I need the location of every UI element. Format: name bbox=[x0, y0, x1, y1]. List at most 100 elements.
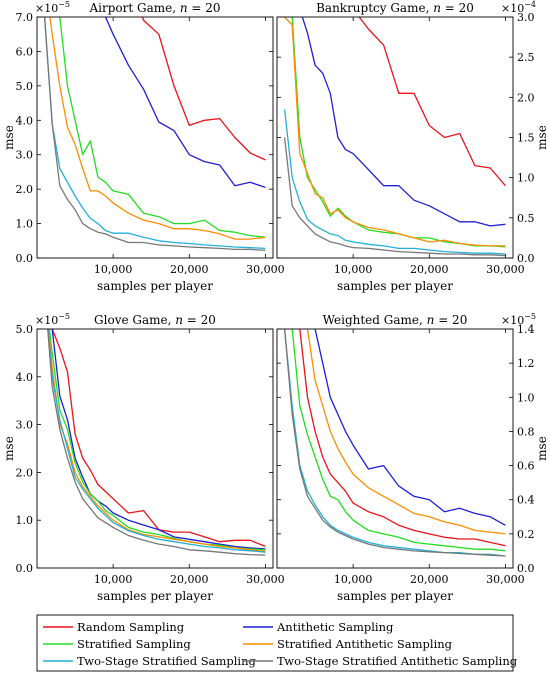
chart-title: Weighted Game, n = 20 bbox=[323, 313, 468, 327]
y-tick-label: 0.5 bbox=[517, 212, 535, 225]
legend-entry: Stratified Antithetic Sampling bbox=[277, 637, 453, 651]
series-line-two-stage-stratified-antithetic-sampling bbox=[283, 137, 506, 257]
legend-box bbox=[36, 614, 514, 672]
plot-frame bbox=[36, 328, 274, 569]
series-line-stratified-antithetic-sampling bbox=[306, 329, 506, 535]
x-tick-label: 10,000 bbox=[94, 263, 133, 276]
legend-entry: Two-Stage Stratified Sampling bbox=[77, 654, 257, 668]
series-line-two-stage-stratified-sampling bbox=[47, 329, 266, 553]
y-axis-label: mse bbox=[535, 125, 549, 150]
plot-frame bbox=[276, 328, 514, 569]
legend: Random Sampling Antithetic Sampling Strati… bbox=[36, 614, 518, 672]
series-line-antithetic-sampling bbox=[301, 17, 506, 227]
x-tick-label: 30,000 bbox=[246, 573, 285, 586]
series-line-stratified-sampling bbox=[291, 17, 506, 248]
series-group bbox=[283, 17, 506, 257]
y-tick-label: 2.0 bbox=[517, 91, 535, 104]
series-line-two-stage-stratified-antithetic-sampling bbox=[43, 17, 266, 252]
y-axis-label: mse bbox=[535, 436, 549, 461]
y-tick-label: 1.0 bbox=[16, 218, 34, 231]
x-tick-label: 30,000 bbox=[486, 573, 525, 586]
scale-factor: ×10−5 bbox=[35, 312, 70, 327]
y-tick-label: 1.0 bbox=[517, 172, 535, 185]
scale-factor: ×10−5 bbox=[501, 312, 536, 327]
y-tick-label: 1.4 bbox=[517, 323, 535, 336]
legend-entry: Two-Stage Stratified Antithetic Sampling bbox=[277, 654, 518, 668]
series-line-stratified-sampling bbox=[291, 329, 506, 552]
x-tick-label: 20,000 bbox=[170, 573, 209, 586]
y-tick-label: 4.0 bbox=[16, 371, 34, 384]
chart-panel-3: 10,000 20,000 30,000 0.0 1.0 2.0 3.0 4.0 5.0 Glov… bbox=[2, 312, 285, 603]
series-line-two-stage-stratified-antithetic-sampling bbox=[283, 329, 506, 557]
y-tick-label: 3.0 bbox=[517, 11, 535, 24]
series-line-stratified-antithetic-sampling bbox=[49, 17, 266, 240]
legend-entry: Random Sampling bbox=[77, 620, 185, 634]
chart-panel-1: 10,000 20,000 30,000 0.0 1.0 2.0 3.0 4.0 5.0 6.0 7… bbox=[2, 0, 285, 293]
y-tick-label: 5.0 bbox=[16, 80, 34, 93]
series-line-stratified-sampling bbox=[48, 329, 266, 551]
y-tick-label: 1.0 bbox=[16, 514, 34, 527]
legend-entry: Antithetic Sampling bbox=[276, 620, 394, 634]
y-tick-label: 0.4 bbox=[517, 494, 535, 507]
series-line-random-sampling bbox=[51, 329, 266, 548]
series-group bbox=[47, 329, 266, 556]
series-line-antithetic-sampling bbox=[314, 329, 506, 526]
chart-title: Airport Game, n = 20 bbox=[88, 1, 220, 15]
x-tick-label: 10,000 bbox=[334, 263, 373, 276]
series-line-two-stage-stratified-sampling bbox=[43, 17, 266, 250]
y-tick-label: 0.0 bbox=[16, 562, 34, 575]
chart-title: Glove Game, n = 20 bbox=[94, 313, 216, 327]
x-axis-label: samples per player bbox=[97, 589, 213, 603]
x-tick-label: 30,000 bbox=[486, 263, 525, 276]
y-tick-label: 1.5 bbox=[517, 132, 535, 145]
y-tick-label: 2.0 bbox=[16, 466, 34, 479]
x-tick-label: 20,000 bbox=[170, 263, 209, 276]
y-tick-label: 0.0 bbox=[517, 252, 535, 265]
series-group bbox=[283, 329, 506, 557]
x-axis-label: samples per player bbox=[97, 279, 213, 293]
scale-factor: ×10−5 bbox=[35, 0, 70, 15]
series-group bbox=[43, 17, 266, 252]
series-line-random-sampling bbox=[299, 329, 506, 547]
y-tick-label: 7.0 bbox=[16, 11, 34, 24]
y-tick-label: 2.5 bbox=[517, 51, 535, 64]
x-tick-label: 30,000 bbox=[246, 263, 285, 276]
scale-factor: ×10−4 bbox=[501, 0, 536, 15]
series-line-stratified-antithetic-sampling bbox=[284, 17, 506, 247]
y-tick-label: 2.0 bbox=[16, 183, 34, 196]
x-axis-label: samples per player bbox=[337, 589, 453, 603]
y-tick-label: 0.0 bbox=[16, 252, 34, 265]
x-tick-label: 20,000 bbox=[410, 263, 449, 276]
legend-entry: Stratified Sampling bbox=[77, 637, 191, 651]
y-axis-label: mse bbox=[2, 436, 16, 461]
series-line-two-stage-stratified-antithetic-sampling bbox=[47, 329, 266, 556]
plot-frame bbox=[36, 16, 274, 259]
y-tick-label: 5.0 bbox=[16, 323, 34, 336]
x-tick-label: 20,000 bbox=[410, 573, 449, 586]
x-tick-label: 10,000 bbox=[334, 573, 373, 586]
y-tick-label: 4.0 bbox=[16, 114, 34, 127]
y-tick-label: 3.0 bbox=[16, 149, 34, 162]
y-tick-label: 0.0 bbox=[517, 562, 535, 575]
y-tick-label: 0.2 bbox=[517, 528, 535, 541]
y-tick-label: 6.0 bbox=[16, 45, 34, 58]
y-axis-label: mse bbox=[2, 125, 16, 150]
series-line-antithetic-sampling bbox=[51, 329, 266, 550]
y-tick-label: 0.8 bbox=[517, 425, 535, 438]
y-tick-label: 3.0 bbox=[16, 419, 34, 432]
series-line-stratified-sampling bbox=[59, 17, 266, 238]
y-tick-label: 1.2 bbox=[517, 357, 535, 370]
series-line-antithetic-sampling bbox=[104, 17, 266, 189]
series-line-stratified-antithetic-sampling bbox=[47, 329, 266, 552]
series-line-two-stage-stratified-sampling bbox=[283, 109, 506, 255]
y-tick-label: 0.6 bbox=[517, 460, 535, 473]
x-axis-label: samples per player bbox=[337, 279, 453, 293]
series-line-random-sampling bbox=[358, 17, 506, 187]
y-tick-label: 1.0 bbox=[517, 391, 535, 404]
chart-title: Bankruptcy Game, n = 20 bbox=[316, 1, 474, 15]
x-tick-label: 10,000 bbox=[94, 573, 133, 586]
series-line-random-sampling bbox=[141, 17, 266, 161]
